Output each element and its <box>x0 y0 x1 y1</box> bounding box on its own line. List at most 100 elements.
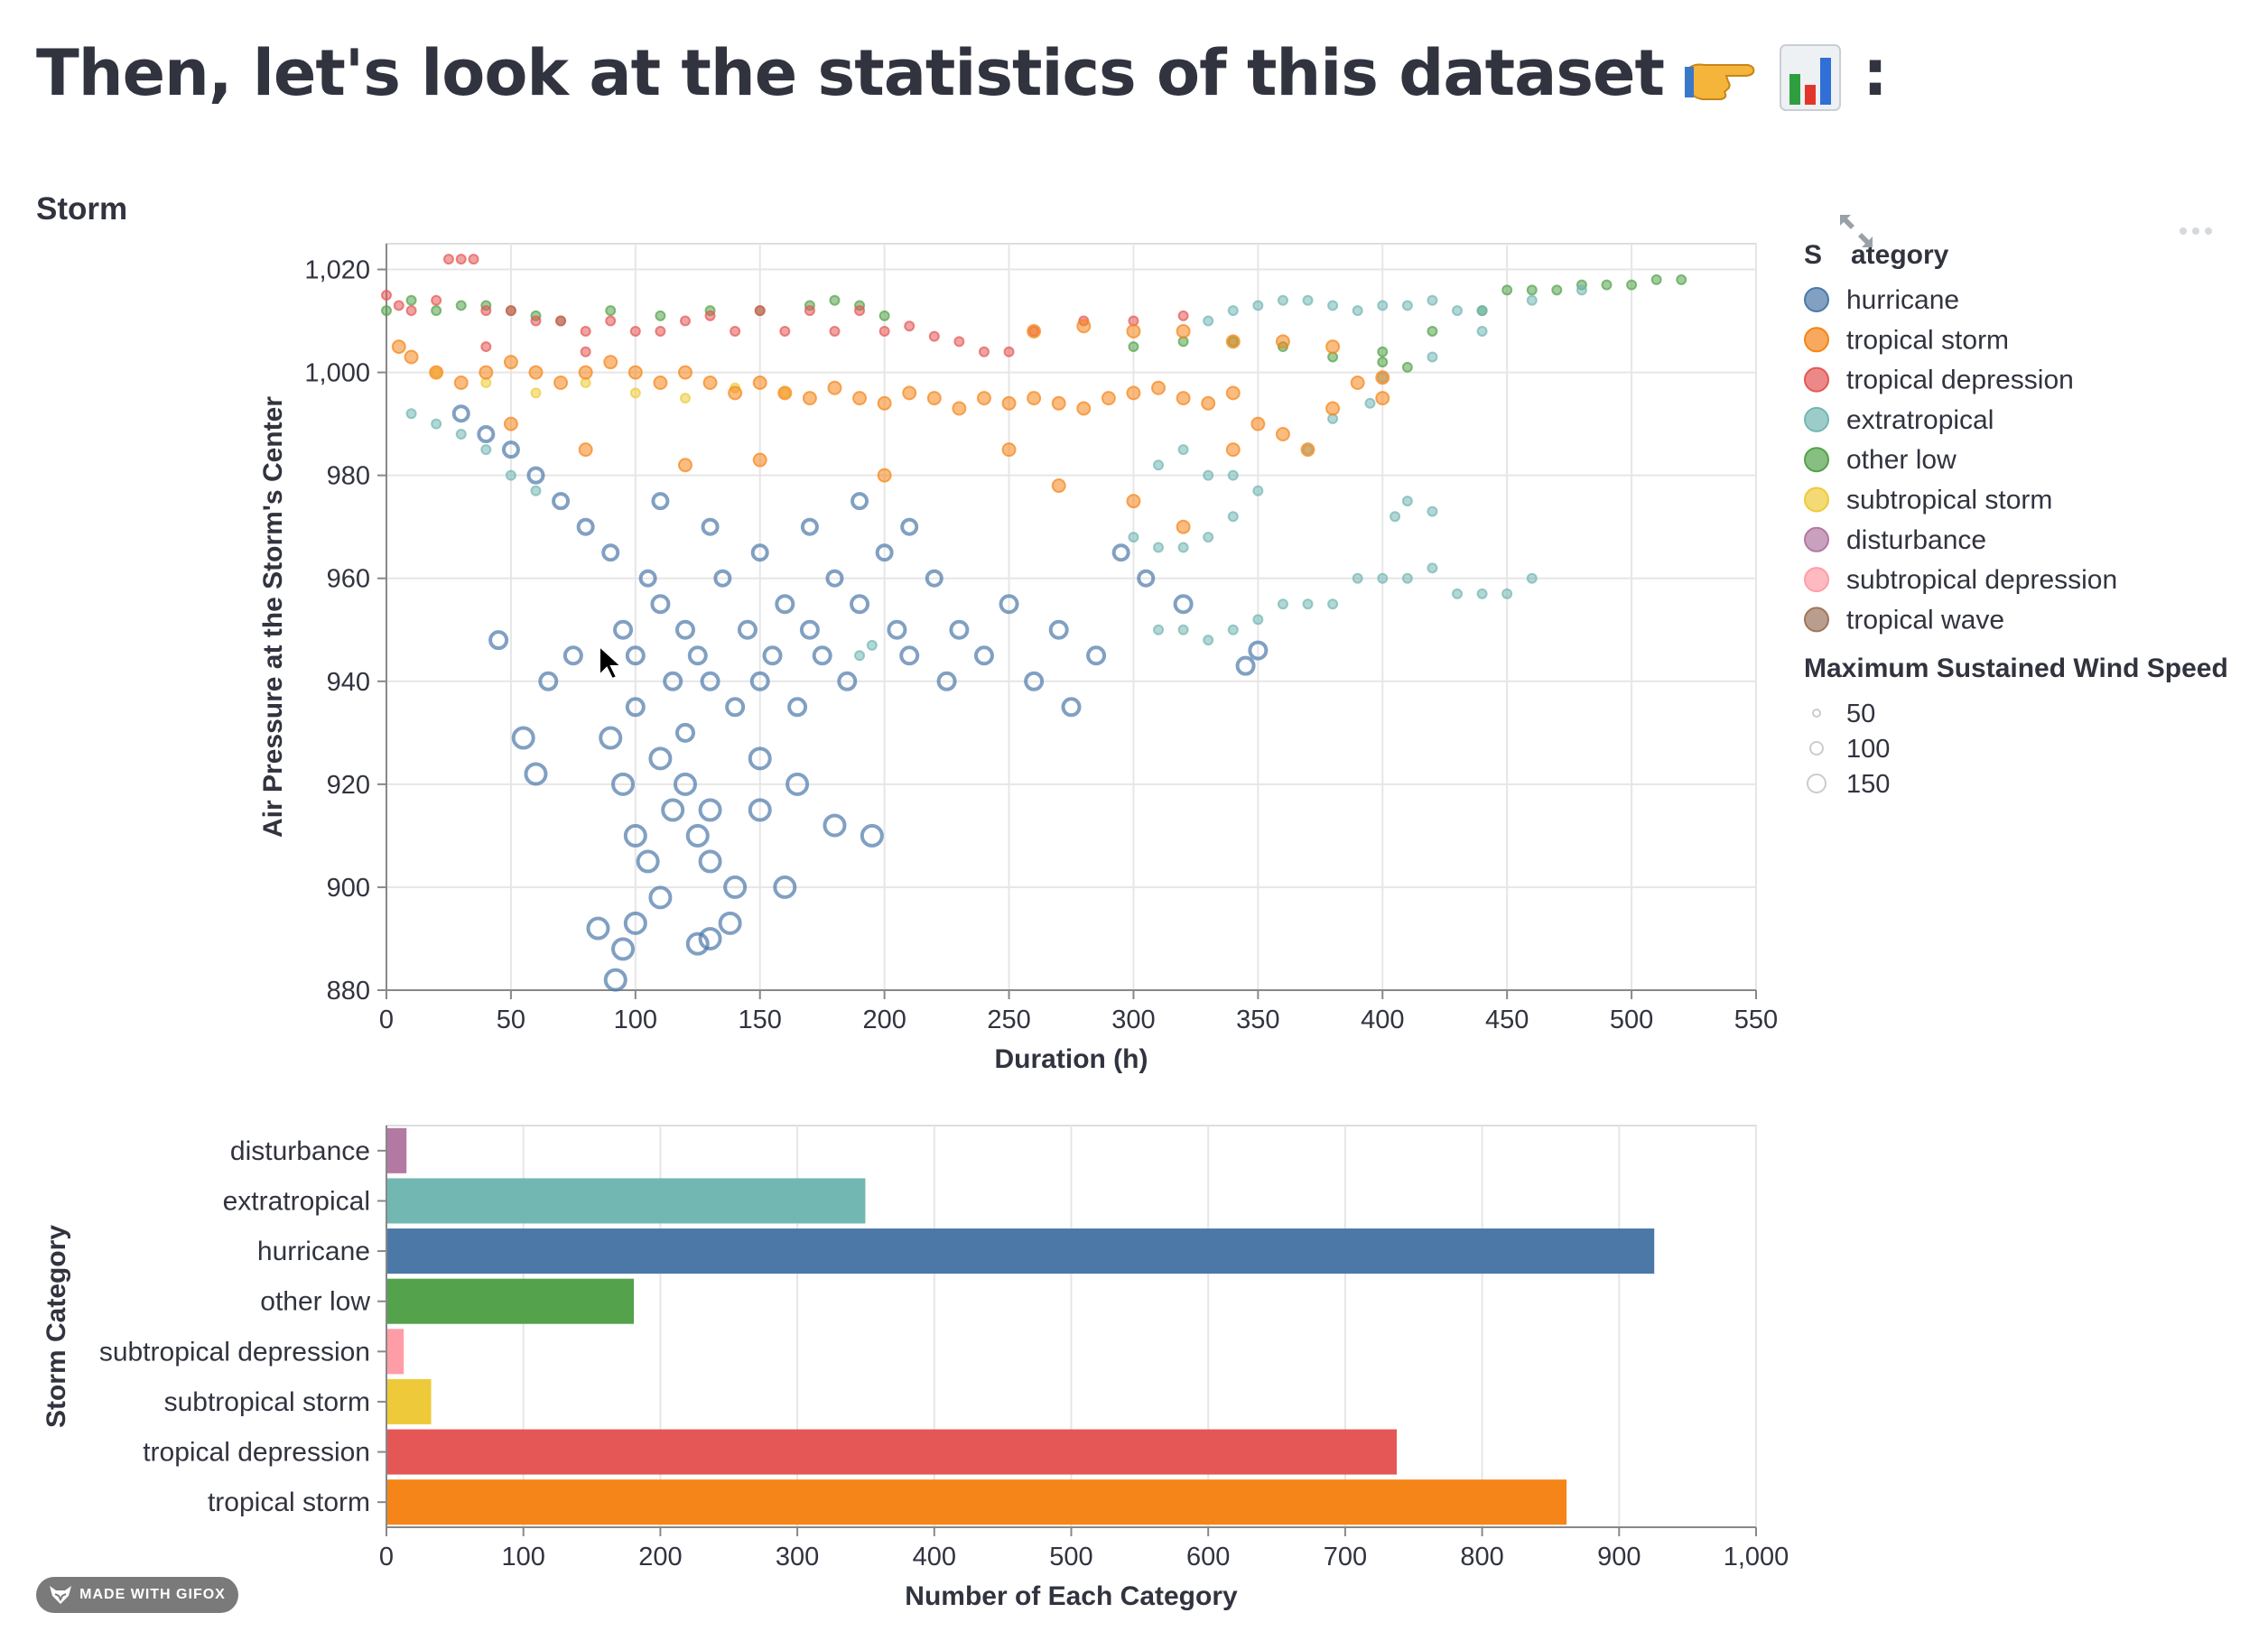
bar-x-tick-label: 500 <box>1049 1543 1092 1571</box>
data-point <box>685 823 710 848</box>
data-point <box>723 875 748 899</box>
data-point <box>1375 370 1390 385</box>
bar-chart-icon <box>1779 43 1841 111</box>
data-point <box>538 671 559 691</box>
gifox-badge[interactable]: MADE WITH GIFOX <box>36 1577 238 1613</box>
series-extratropical <box>405 284 1587 662</box>
data-point <box>601 543 620 562</box>
data-point <box>1275 334 1290 349</box>
data-point <box>925 569 943 588</box>
data-point <box>1601 279 1613 291</box>
legend-label: tropical depression <box>1846 366 2074 395</box>
bar-x-tick-label: 100 <box>502 1543 545 1571</box>
data-point <box>677 458 692 473</box>
data-point <box>823 813 847 838</box>
data-point <box>648 885 673 910</box>
data-point <box>1176 519 1191 534</box>
data-point <box>698 798 722 822</box>
data-point <box>477 425 496 444</box>
data-point <box>674 722 695 743</box>
data-point <box>530 315 542 327</box>
data-point <box>900 517 919 536</box>
data-point <box>650 594 671 615</box>
data-point <box>480 444 492 456</box>
data-point <box>1350 375 1365 390</box>
data-point <box>877 395 892 411</box>
data-point <box>431 305 442 317</box>
y-axis-label: Air Pressure at the Storm's Center <box>258 396 288 838</box>
data-point <box>1153 459 1165 471</box>
legend-swatch <box>1804 447 1829 473</box>
data-point <box>775 594 795 615</box>
legend-swatch <box>1804 287 1829 312</box>
data-point <box>1076 319 1092 334</box>
page-heading-text: Then, let's look at the statistics of th… <box>36 36 1665 110</box>
data-point <box>530 387 542 399</box>
size-legend-label: 50 <box>1846 700 1875 728</box>
legend-swatch <box>1804 526 1829 552</box>
bar-y-tick-label: tropical storm <box>208 1488 370 1517</box>
y-tick-label: 940 <box>327 668 370 697</box>
y-tick-label: 960 <box>327 565 370 594</box>
data-point <box>1277 598 1288 610</box>
more-horizontal-icon[interactable] <box>2176 224 2216 238</box>
fox-icon <box>50 1586 72 1604</box>
data-point <box>978 346 990 357</box>
data-point <box>578 365 593 380</box>
data-point <box>653 375 668 390</box>
data-point <box>825 569 844 588</box>
expand-icon[interactable] <box>1836 211 1876 251</box>
x-axis-label: Duration (h) <box>995 1044 1148 1074</box>
data-point <box>1051 395 1066 411</box>
data-point <box>586 916 610 941</box>
data-point <box>852 391 868 406</box>
data-point <box>713 569 732 588</box>
data-point <box>1001 442 1017 458</box>
bar <box>387 1329 404 1375</box>
data-point <box>1352 305 1363 317</box>
data-point <box>1526 284 1538 296</box>
data-point <box>623 911 647 935</box>
data-point <box>752 452 767 468</box>
data-point <box>762 645 783 666</box>
data-point <box>1377 357 1389 368</box>
data-point <box>1327 300 1339 311</box>
data-point <box>1277 294 1288 306</box>
data-point <box>480 341 492 353</box>
data-point <box>1327 598 1339 610</box>
data-point <box>1401 361 1413 373</box>
data-point <box>679 315 691 327</box>
data-point <box>1325 339 1341 355</box>
data-point <box>850 594 870 615</box>
data-point <box>1225 442 1241 458</box>
data-point <box>625 697 646 718</box>
data-point <box>455 429 467 440</box>
data-point <box>837 671 858 691</box>
data-point <box>393 300 404 311</box>
data-point <box>700 671 720 691</box>
data-point <box>1501 284 1513 296</box>
data-point <box>479 365 494 380</box>
data-point <box>453 375 469 390</box>
data-point <box>1302 294 1314 306</box>
data-point <box>679 393 691 404</box>
data-point <box>503 416 518 431</box>
data-point <box>812 645 832 666</box>
data-point <box>1476 588 1488 599</box>
data-point <box>1302 598 1314 610</box>
data-point <box>1153 624 1165 635</box>
series-tropical-storm <box>391 319 1390 534</box>
x-tick-label: 100 <box>614 1006 657 1034</box>
data-point <box>754 305 766 317</box>
data-point <box>1177 310 1189 321</box>
data-point <box>800 517 819 536</box>
data-point <box>629 387 641 399</box>
size-legend-label: 100 <box>1846 735 1890 764</box>
data-point <box>749 671 770 691</box>
data-point <box>603 355 618 370</box>
bar <box>387 1479 1567 1525</box>
data-point <box>663 671 683 691</box>
data-point <box>730 325 741 337</box>
